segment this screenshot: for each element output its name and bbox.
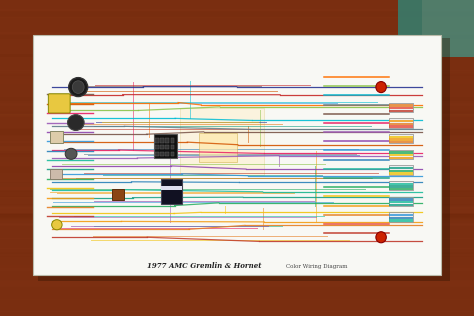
Bar <box>389 154 413 156</box>
Ellipse shape <box>65 148 77 159</box>
Bar <box>389 181 413 190</box>
Bar <box>389 141 413 143</box>
Bar <box>389 136 413 138</box>
Bar <box>389 204 413 206</box>
Bar <box>389 173 413 175</box>
Bar <box>389 165 413 175</box>
Ellipse shape <box>69 78 88 97</box>
Bar <box>160 152 164 156</box>
Ellipse shape <box>376 82 386 93</box>
Bar <box>165 138 169 143</box>
Bar <box>50 169 62 179</box>
Bar <box>389 183 413 185</box>
Bar <box>389 219 413 222</box>
Bar <box>389 123 413 125</box>
Bar <box>155 138 159 143</box>
Bar <box>389 110 413 112</box>
Bar <box>389 138 413 141</box>
Bar <box>389 214 413 216</box>
Bar <box>389 125 413 128</box>
Bar <box>38 38 450 281</box>
Bar <box>389 118 413 128</box>
Bar <box>389 150 413 159</box>
Bar <box>199 133 237 162</box>
Bar <box>389 107 413 109</box>
Bar <box>389 188 413 190</box>
Bar <box>389 185 413 188</box>
Bar <box>389 198 413 201</box>
Bar <box>165 152 169 156</box>
Bar <box>389 167 413 169</box>
Bar <box>161 179 182 204</box>
Bar <box>389 103 413 112</box>
Bar <box>165 145 169 149</box>
Bar <box>171 145 174 149</box>
Text: 1977 AMC Gremlin & Hornet: 1977 AMC Gremlin & Hornet <box>147 262 262 270</box>
Bar <box>389 201 413 203</box>
Bar <box>180 108 264 175</box>
Ellipse shape <box>52 220 62 230</box>
Bar <box>33 35 441 275</box>
Bar <box>389 216 413 219</box>
FancyBboxPatch shape <box>48 94 70 113</box>
Bar <box>389 170 413 172</box>
Bar <box>161 186 182 190</box>
Bar <box>389 120 413 122</box>
Bar <box>154 134 177 158</box>
Bar <box>155 152 159 156</box>
Bar <box>389 197 413 206</box>
Bar <box>398 0 422 57</box>
Bar <box>389 157 413 159</box>
Ellipse shape <box>67 115 84 131</box>
Bar <box>160 145 164 149</box>
Bar <box>389 104 413 107</box>
Bar <box>160 138 164 143</box>
Bar <box>155 145 159 149</box>
Bar <box>171 138 174 143</box>
Ellipse shape <box>376 232 386 243</box>
Ellipse shape <box>72 81 84 94</box>
Bar <box>398 0 474 57</box>
Bar <box>171 152 174 156</box>
Bar <box>50 131 63 143</box>
Bar <box>389 151 413 154</box>
Bar <box>389 134 413 143</box>
Bar <box>112 189 124 200</box>
Bar <box>389 212 413 222</box>
Text: Color Wiring Diagram: Color Wiring Diagram <box>286 264 347 269</box>
